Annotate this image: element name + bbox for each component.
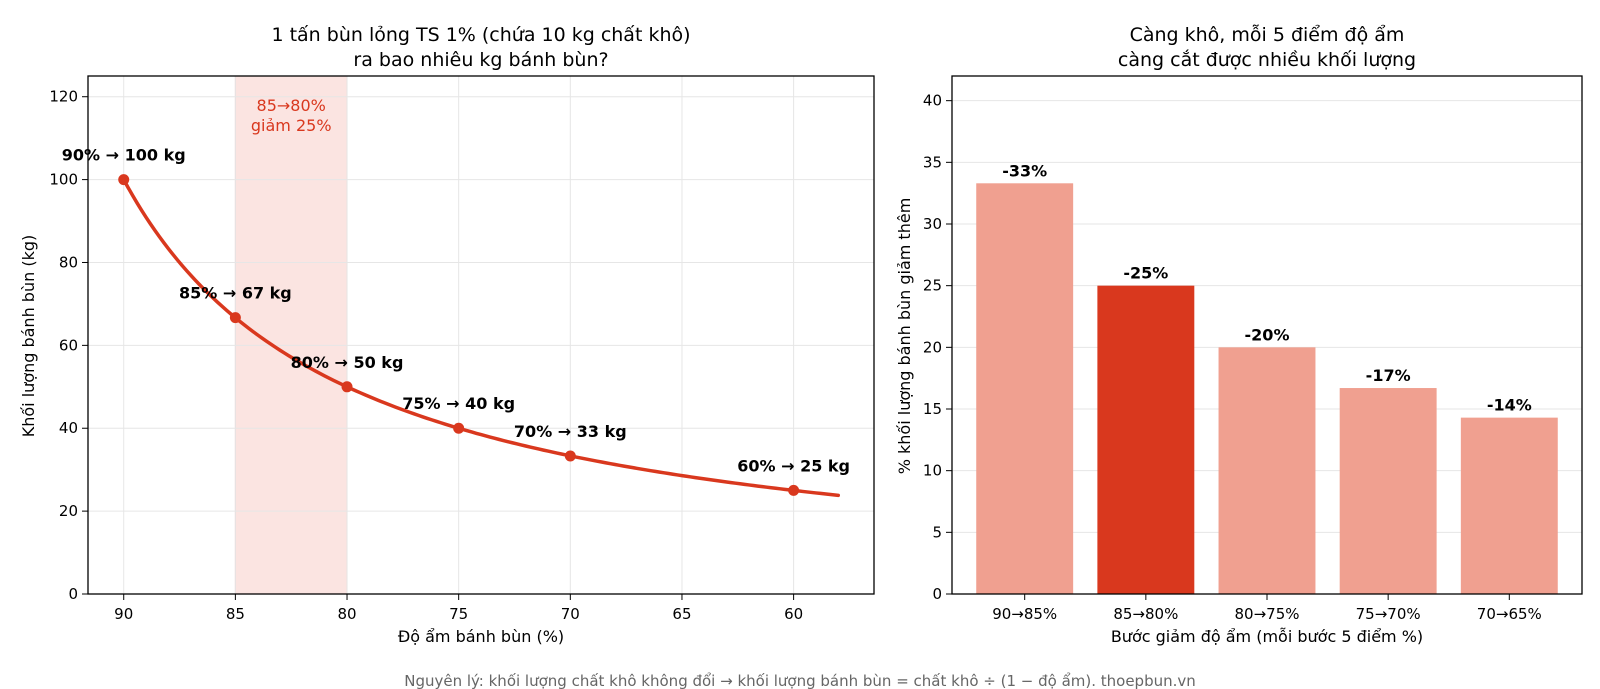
data-point-label: 90% → 100 kg (62, 146, 186, 165)
data-points: 90% → 100 kg 85% → 67 kg 80% → 50 kg 75% → … (62, 146, 850, 496)
bar (1460, 417, 1558, 594)
y-tick-label: 100 (49, 171, 78, 189)
bar-value-label: -33% (1002, 161, 1047, 180)
y-tick-label: 80 (59, 253, 78, 271)
left-chart-title-line-1: 1 tấn bùn lỏng TS 1% (chứa 10 kg chất kh… (271, 24, 690, 46)
weight-curve-line (121, 177, 841, 498)
y-tick-label: 0 (68, 585, 78, 603)
data-point (229, 312, 241, 324)
left-axes (87, 75, 875, 595)
y-tick-label: 40 (923, 92, 942, 110)
x-tick-label: 75→70% (1356, 605, 1421, 623)
left-chart-title-line-2: ra bao nhiêu kg bánh bùn? (353, 49, 608, 71)
weight-curve (121, 177, 841, 498)
y-tick-label: 40 (59, 419, 78, 437)
data-point (341, 381, 353, 393)
left-x-axis-label: Độ ẩm bánh bùn (%) (398, 627, 564, 646)
data-point (788, 484, 800, 496)
data-point-label: 85% → 67 kg (179, 284, 292, 303)
right-chart-title-line-1: Càng khô, mỗi 5 điểm độ ẩm (1130, 23, 1405, 46)
data-point (453, 422, 465, 434)
right-ticks: 90→85% 85→80% 80→75% 75→70% 70→65% 0 5 10 15 20 25… (923, 92, 1542, 623)
bar (976, 183, 1074, 595)
x-tick-label: 80 (337, 605, 356, 623)
data-point (118, 174, 130, 186)
x-tick-label: 60 (784, 605, 803, 623)
bar-value-label: -20% (1245, 325, 1290, 344)
data-point-label: 80% → 50 kg (291, 353, 404, 372)
footer-note: Nguyên lý: khối lượng chất khô không đổi… (404, 672, 1196, 689)
bar-value-label: -25% (1123, 264, 1168, 283)
y-tick-label: 10 (923, 462, 942, 480)
y-tick-label: 35 (923, 153, 942, 171)
x-tick-label: 75 (449, 605, 468, 623)
highlight-band-rect (235, 76, 348, 594)
x-tick-label: 90 (114, 605, 133, 623)
y-tick-label: 120 (49, 88, 78, 106)
left-y-axis-label: Khối lượng bánh bùn (kg) (19, 235, 38, 437)
data-point-label: 75% → 40 kg (402, 394, 515, 413)
x-tick-label: 80→75% (1235, 605, 1300, 623)
y-tick-label: 20 (59, 502, 78, 520)
data-point-label: 70% → 33 kg (514, 422, 627, 441)
bar-value-label: -17% (1366, 366, 1411, 385)
y-tick-label: 60 (59, 336, 78, 354)
x-tick-label: 85→80% (1113, 605, 1178, 623)
left-axes-frame (87, 75, 875, 595)
left-grid (88, 76, 874, 595)
highlight-label-line-1: 85→80% (257, 96, 326, 115)
moisture-weight-line-chart: 90% → 100 kg 85% → 67 kg 80% → 50 kg 75% → … (19, 24, 875, 646)
y-tick-label: 0 (932, 585, 942, 603)
y-tick-label: 15 (923, 400, 942, 418)
bar (1218, 347, 1316, 594)
x-tick-label: 70 (561, 605, 580, 623)
highlight-label-line-2: giảm 25% (251, 116, 332, 135)
y-tick-label: 20 (923, 338, 942, 356)
right-x-axis-label: Bước giảm độ ẩm (mỗi bước 5 điểm %) (1111, 627, 1423, 646)
bar-value-label: -14% (1487, 396, 1532, 415)
y-tick-label: 25 (923, 277, 942, 295)
data-point-label: 60% → 25 kg (737, 456, 850, 475)
right-chart-title-line-2: càng cắt được nhiều khối lượng (1118, 48, 1416, 71)
left-ticks: 90 85 80 75 70 65 60 0 20 40 60 80 100 120 (49, 88, 803, 623)
bar (1097, 285, 1195, 594)
bars: -33% -25% -20% -17% -14% (976, 161, 1558, 595)
highlight-band-85-80 (234, 76, 348, 594)
bar (1339, 388, 1437, 594)
x-tick-label: 70→65% (1477, 605, 1542, 623)
y-tick-label: 5 (932, 523, 942, 541)
y-tick-label: 30 (923, 215, 942, 233)
x-tick-label: 65 (672, 605, 691, 623)
x-tick-label: 90→85% (992, 605, 1057, 623)
x-tick-label: 85 (226, 605, 245, 623)
right-y-axis-label: % khối lượng bánh bùn giảm thêm (895, 198, 914, 475)
data-point (564, 450, 576, 462)
weight-reduction-bar-chart: -33% -25% -20% -17% -14% 90→85% 85→80% 80→75% 7… (895, 23, 1583, 646)
